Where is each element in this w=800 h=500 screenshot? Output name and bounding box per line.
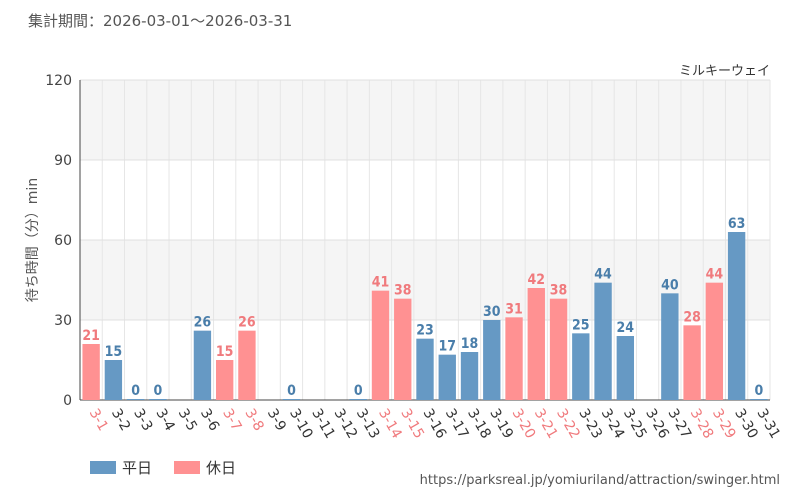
bar: [215, 360, 234, 400]
bar-value-label: 38: [394, 283, 412, 299]
plot-band: [80, 160, 770, 240]
bar-value-label: 15: [105, 344, 123, 360]
bar-value-label: 31: [505, 301, 523, 317]
bar: [460, 352, 479, 400]
bar-value-label: 26: [194, 315, 212, 331]
legend-swatch-weekday: [90, 461, 116, 474]
bar: [82, 344, 100, 400]
legend-item-weekday: 平日: [90, 457, 152, 478]
bar-value-label: 25: [572, 317, 590, 333]
bar: [126, 399, 145, 400]
bar: [594, 282, 612, 400]
bar-value-label: 18: [461, 336, 479, 352]
bar-value-label: 38: [550, 283, 568, 299]
bar-value-label: 15: [216, 344, 234, 360]
x-tick-label: 3-4: [152, 406, 177, 434]
bar: [349, 399, 367, 400]
bar-value-label: 23: [416, 323, 434, 339]
source-link[interactable]: https://parksreal.jp/yomiuriland/attract…: [419, 473, 780, 488]
bar: [149, 399, 167, 400]
y-axis-title: 待ち時間（分）min: [25, 178, 41, 302]
bar: [616, 336, 635, 400]
x-tick-label: 3-5: [175, 406, 200, 434]
bar: [438, 354, 456, 400]
bar: [549, 298, 568, 400]
bar: [750, 399, 768, 400]
attraction-name: ミルキーウェイ: [678, 64, 770, 79]
bar-value-label: 0: [354, 383, 363, 399]
chart-legend: 平日 休日: [90, 457, 252, 478]
collection-period: 集計期間：2026-03-01～2026-03-31: [28, 12, 293, 30]
bar-value-label: 0: [131, 383, 140, 399]
bar: [193, 330, 212, 400]
x-tick-label: 3-9: [264, 406, 289, 434]
bar: [683, 325, 701, 400]
bar-value-label: 44: [706, 267, 724, 283]
bar-value-label: 0: [154, 383, 163, 399]
x-tick-label: 3-1: [86, 406, 111, 434]
bar: [416, 338, 434, 400]
y-tick-label: 60: [54, 233, 72, 249]
bar-value-label: 21: [82, 328, 100, 344]
x-tick-label: 3-3: [130, 406, 155, 434]
bar-value-label: 42: [528, 272, 546, 288]
legend-swatch-holiday: [174, 461, 201, 474]
bar: [661, 293, 679, 400]
y-tick-label: 30: [54, 313, 72, 329]
bar: [483, 320, 501, 400]
bar-value-label: 17: [438, 339, 456, 355]
bar-value-label: 0: [754, 383, 763, 399]
legend-label-holiday: 休日: [206, 459, 237, 477]
x-tick-label: 3-6: [197, 406, 222, 434]
legend-item-holiday: 休日: [174, 457, 236, 478]
bar: [238, 330, 256, 400]
bar: [727, 232, 746, 400]
bar-value-label: 26: [238, 315, 256, 331]
y-tick-label: 120: [45, 73, 72, 89]
x-tick-label: 3-7: [219, 406, 244, 434]
bar: [705, 282, 724, 400]
x-tick-label: 3-8: [241, 406, 266, 434]
x-tick-label: 3-2: [108, 406, 133, 434]
bar: [572, 333, 590, 400]
bar-value-label: 24: [617, 320, 635, 336]
legend-label-weekday: 平日: [122, 459, 153, 477]
bar: [371, 290, 390, 400]
bar-value-label: 40: [661, 277, 679, 293]
bar-value-label: 41: [372, 275, 390, 291]
bar: [505, 317, 523, 400]
bar-value-label: 30: [483, 304, 501, 320]
bar-value-label: 28: [683, 309, 701, 325]
bar: [527, 288, 545, 400]
y-tick-label: 90: [54, 153, 72, 169]
y-tick-label: 0: [63, 393, 72, 409]
bar: [394, 298, 412, 400]
plot-band: [80, 240, 770, 320]
bar-value-label: 0: [287, 383, 296, 399]
plot-band: [80, 80, 770, 160]
bar: [104, 360, 123, 400]
x-tick-label: 3-31: [753, 406, 783, 442]
bar: [282, 399, 301, 400]
bar-value-label: 63: [728, 216, 746, 232]
bar-value-label: 44: [594, 267, 612, 283]
